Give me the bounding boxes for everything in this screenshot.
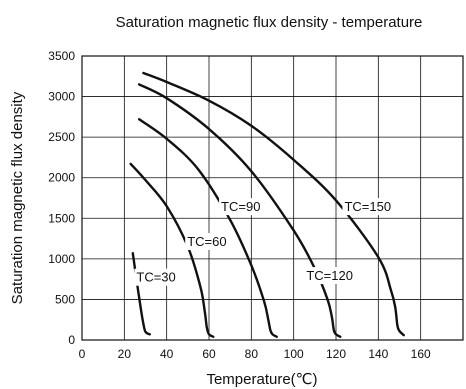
annotations: TC=30 TC=60 TC=90 TC=120 TC=150 (134, 198, 394, 286)
x-tick-label: 160 (411, 347, 431, 361)
x-tick-label: 80 (245, 347, 259, 361)
x-tick-label: 100 (284, 347, 304, 361)
series-label: TC=60 (185, 233, 229, 251)
x-axis-title: Temperature(℃) (206, 371, 317, 388)
series-label: TC=30 (134, 268, 178, 286)
series-label-text: TC=120 (306, 268, 353, 283)
x-tick-label: 120 (326, 347, 346, 361)
x-tick-label: 0 (79, 347, 86, 361)
y-tick-label: 3000 (48, 90, 75, 104)
series-line-tc-90 (137, 118, 278, 338)
x-tick-label: 40 (160, 347, 174, 361)
y-tick-label: 500 (55, 292, 75, 306)
series-label-bg (219, 198, 263, 216)
y-tick-label: 1000 (48, 252, 75, 266)
series-label-bg (342, 198, 394, 216)
y-tick-label: 0 (68, 333, 75, 347)
series-line-tc-150 (142, 71, 405, 337)
y-axis-title: Saturation magnetic flux density (9, 91, 26, 304)
plot-frame (81, 55, 464, 341)
series-label: TC=120 (304, 267, 355, 285)
series-label-bg (185, 233, 229, 251)
series-label-text: TC=90 (221, 199, 260, 214)
series-line-tc-60 (129, 162, 215, 338)
y-tick-label: 2000 (48, 171, 75, 185)
y-tick-label: 1500 (48, 211, 75, 225)
series-label-bg (134, 268, 178, 286)
series-label: TC=150 (342, 198, 394, 216)
series-label-text: TC=150 (344, 199, 391, 214)
series-label: TC=90 (219, 198, 263, 216)
series-label-bg (304, 267, 355, 285)
tick-labels: 0 20 40 60 80 100 120 140 160 0 500 1000 1500 2000 250… (48, 49, 431, 361)
series-line-tc-30 (131, 251, 151, 336)
x-tick-label: 60 (202, 347, 216, 361)
y-tick-label: 2500 (48, 130, 75, 144)
series-label-text: TC=60 (187, 234, 226, 249)
series-label-text: TC=30 (136, 270, 175, 285)
x-tick-label: 140 (368, 347, 388, 361)
chart-title: Saturation magnetic flux density - tempe… (116, 14, 423, 31)
x-tick-label: 20 (118, 347, 132, 361)
y-tick-label: 3500 (48, 49, 75, 63)
grid (81, 55, 464, 341)
